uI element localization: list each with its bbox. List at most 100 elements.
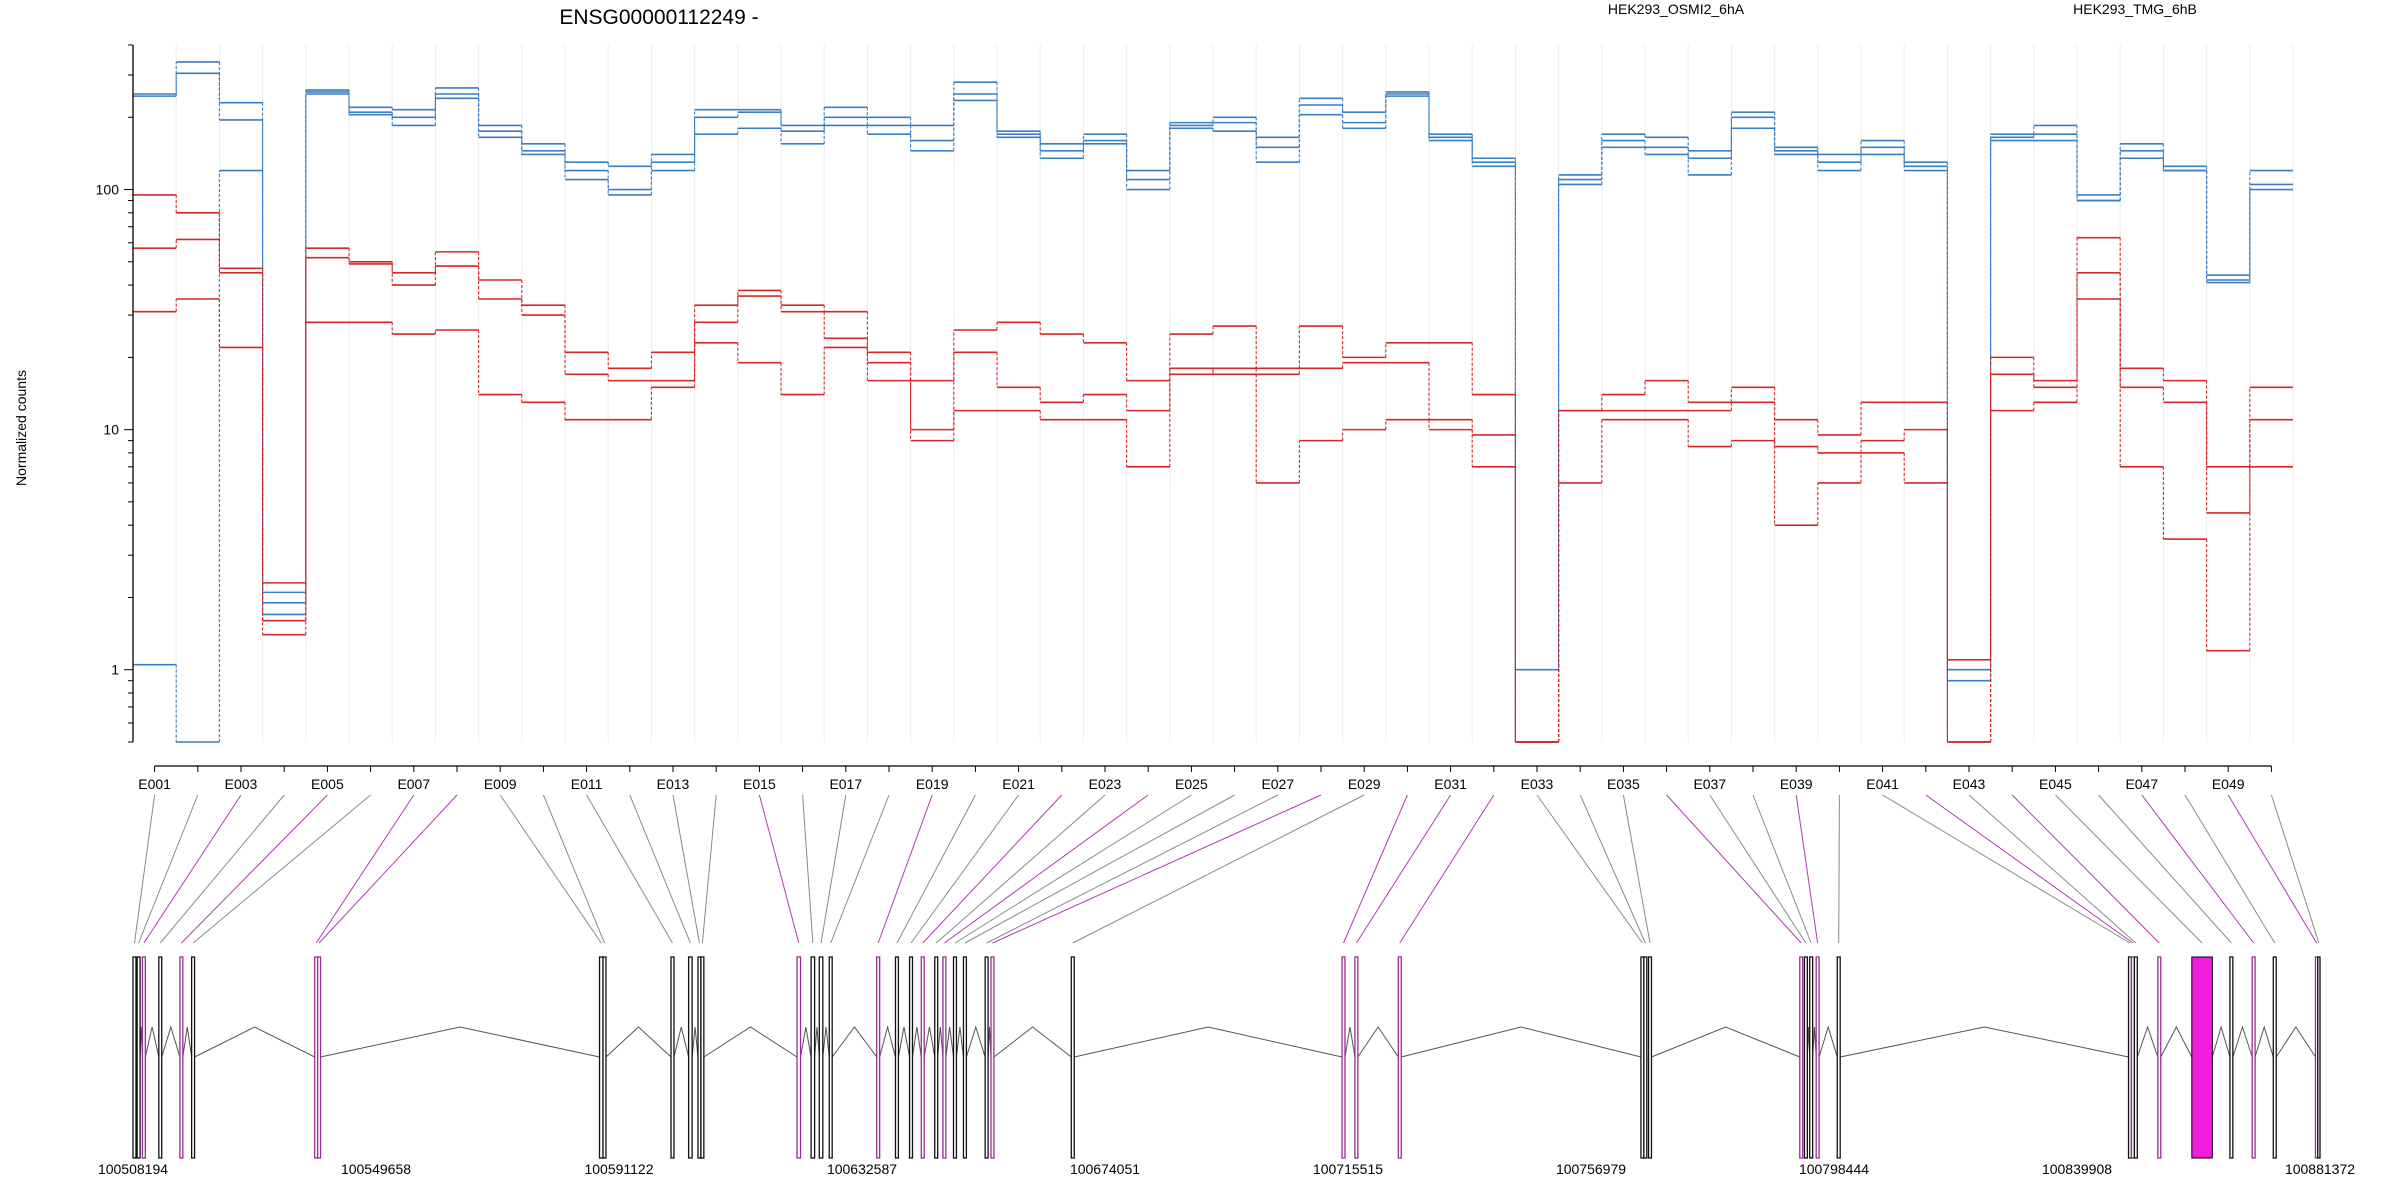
exon-block [2251,956,2256,1159]
intron-line [2275,1026,2316,1058]
exon-link [318,794,458,944]
intron-line [993,1026,1072,1058]
intron-line [1840,1026,2129,1058]
intron-line [2136,1025,2159,1058]
legend-series-tmg: HEK293_TMG_6hB [2073,1,2197,17]
intron-line [2254,1025,2274,1058]
exon-block [670,956,675,1159]
x-tick-label: E043 [1953,776,1986,792]
intron-line [2160,1025,2193,1058]
exon-block [1799,956,1804,1159]
intron-line [831,1026,878,1058]
genomic-coordinate-label: 100674051 [1070,1161,1140,1177]
genomic-coordinate-label: 100839908 [2042,1161,2112,1177]
exon-block [700,956,705,1159]
exon-link [2098,794,2232,944]
exon-link [1666,794,1802,944]
intron-line [822,1026,830,1058]
exon-block [316,956,322,1159]
exon-link [2270,794,2320,944]
genomic-coordinate-label: 100881372 [2285,1161,2355,1177]
x-tick-label: E003 [225,776,258,792]
exon-block [179,956,184,1159]
intron-line [1344,1026,1356,1058]
x-tick-label: E037 [1693,776,1726,792]
intron-line [911,1026,922,1058]
exon-block [2317,956,2321,1159]
exon-link [133,794,156,944]
intron-line [945,1026,954,1058]
exon-link [1536,794,1643,944]
intron-line [1818,1025,1838,1058]
exon-block [810,956,816,1159]
exon-link [1882,794,2131,944]
exon-links [133,794,2320,944]
exon-link [181,794,328,944]
intron-line [1357,1026,1399,1058]
exon-block [602,956,607,1159]
x-tick-label: E015 [743,776,776,792]
intron-line [2211,1025,2231,1058]
exon-link [315,794,415,944]
x-tick-label: E029 [1348,776,1381,792]
exon-block [1809,956,1814,1159]
exon-link [1838,794,1840,944]
exon-block [908,956,914,1159]
exon-link [1968,794,2137,944]
genomic-coordinate-label: 100591122 [584,1161,653,1177]
genomic-coordinate-label: 100549658 [341,1161,411,1177]
intron-line [161,1025,181,1058]
exon-link [1795,794,1819,944]
intron-line [955,1026,964,1058]
intron-line [897,1026,911,1058]
exon-block [1397,956,1402,1159]
exon-link [1343,794,1408,944]
intron-line [1401,1026,1642,1058]
exon-block [984,956,989,1159]
x-tick-label: E001 [138,776,171,792]
intron-line [673,1026,690,1058]
exon-block [132,956,137,1159]
exon-link [1752,794,1812,944]
exon-block [1070,956,1075,1159]
x-tick-label: E005 [311,776,344,792]
x-tick-label: E025 [1175,776,1208,792]
intron-line [800,1026,812,1058]
exon-block [136,956,141,1159]
x-tick-label: E033 [1521,776,1554,792]
exon-link [542,794,605,944]
exon-block [1647,956,1653,1159]
intron-line [691,1026,699,1058]
exon-block-highlight [2191,956,2213,1159]
exon-block [687,956,693,1159]
intron-line [2232,1025,2253,1058]
exon-block [141,956,146,1159]
exon-link [159,794,285,944]
exon-link [877,794,933,944]
chart-title: ENSG00000112249 - [559,6,758,29]
intron-line [182,1026,193,1058]
x-tick-label: E045 [2039,776,2072,792]
exon-block [1803,956,1809,1159]
x-tick-label: E023 [1089,776,1122,792]
exon-link [986,794,1279,944]
exon-block [1643,956,1648,1159]
x-tick-label: E021 [1002,776,1035,792]
x-tick-label: E017 [829,776,862,792]
exon-link [1709,794,1807,944]
exon-link [143,794,242,944]
exon-link [935,794,1106,944]
exon-link [2055,794,2203,944]
exon-block [942,956,947,1159]
exon-link [2227,794,2318,944]
x-tick-label: E047 [2125,776,2158,792]
intron-line [937,1026,944,1058]
gene-model [132,956,2321,1159]
exon-link [499,794,602,944]
exon-link [192,794,371,944]
exon-link [922,794,1063,944]
exon-block [990,956,995,1159]
intron-line [703,1026,798,1058]
exon-block [1341,956,1346,1159]
exon-link [701,794,717,944]
